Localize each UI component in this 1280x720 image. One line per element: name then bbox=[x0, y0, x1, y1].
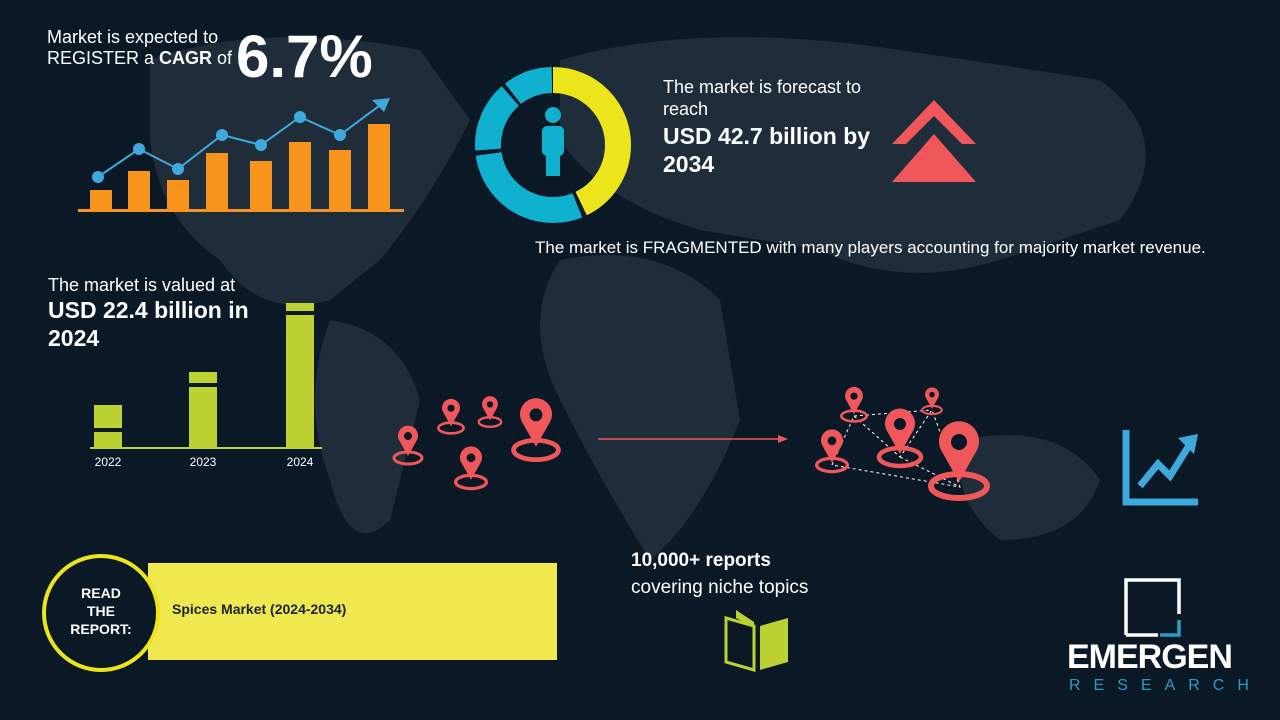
valued-value-line1: USD 22.4 billion in bbox=[48, 297, 249, 323]
tick-2023: 2023 bbox=[189, 455, 217, 469]
cagr-value: 6.7% bbox=[236, 23, 373, 90]
cagr-line2: REGISTER a CAGR of bbox=[47, 48, 233, 68]
emergen-logo-mark bbox=[1124, 578, 1181, 637]
cagr-line1: Market is expected to bbox=[47, 27, 219, 47]
forecast-value-line2: 2034 bbox=[663, 151, 715, 177]
logo-name: EMERGEN bbox=[1067, 638, 1233, 676]
reports-line1: 10,000+ reports bbox=[631, 550, 771, 571]
reports-line2: covering niche topics bbox=[631, 577, 809, 598]
forecast-line2: reach bbox=[663, 99, 709, 119]
growth-chart-icon bbox=[78, 98, 404, 212]
read-report-circle[interactable]: READ THE REPORT: bbox=[42, 554, 160, 672]
forecast-value-line1: USD 42.7 billion by bbox=[663, 123, 871, 149]
tick-2024: 2024 bbox=[286, 455, 314, 469]
read-report-banner[interactable]: Spices Market (2024-2034) bbox=[148, 563, 557, 660]
report-title-link[interactable]: Spices Market (2024-2034) bbox=[172, 601, 347, 617]
book-icon bbox=[724, 610, 788, 672]
forecast-line1: The market is forecast to bbox=[663, 77, 862, 97]
valued-value-line2: 2024 bbox=[48, 325, 100, 351]
trend-up-icon bbox=[1122, 430, 1198, 506]
valued-line1: The market is valued at bbox=[48, 275, 236, 295]
chevron-up-icon bbox=[892, 100, 976, 182]
tick-2022: 2022 bbox=[94, 455, 122, 469]
fragmented-text: The market is FRAGMENTED with many playe… bbox=[535, 238, 1206, 257]
donut-person-icon bbox=[475, 67, 631, 223]
logo-sub: RESEARCH bbox=[1069, 677, 1262, 694]
